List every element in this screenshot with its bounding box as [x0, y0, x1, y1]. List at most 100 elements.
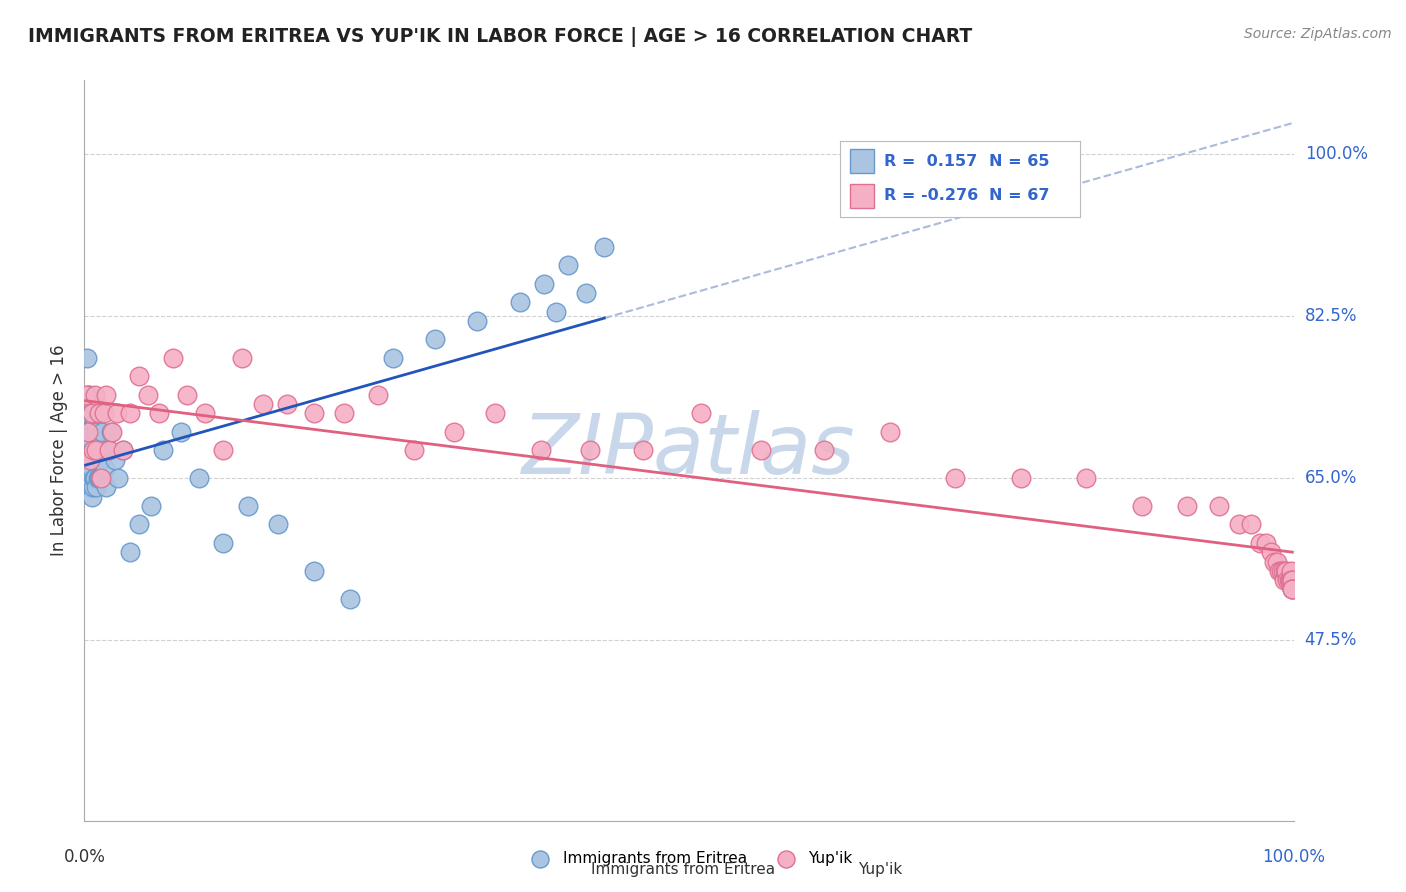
- Point: [631, 443, 654, 458]
- Point: [120, 407, 142, 421]
- Point: [1227, 517, 1250, 532]
- Text: Immigrants from Eritrea: Immigrants from Eritrea: [591, 863, 775, 877]
- Point: [943, 471, 966, 485]
- Point: [1281, 582, 1303, 597]
- Point: [381, 351, 404, 365]
- Text: R = -0.276: R = -0.276: [883, 188, 977, 203]
- Point: [89, 471, 111, 485]
- Point: [94, 462, 117, 476]
- Text: 82.5%: 82.5%: [1305, 307, 1357, 326]
- Point: [1260, 545, 1282, 559]
- Point: [267, 517, 290, 532]
- Point: [1263, 554, 1285, 569]
- Point: [80, 462, 103, 476]
- Point: [333, 407, 356, 421]
- Point: [107, 471, 129, 485]
- Point: [1208, 499, 1230, 513]
- Point: [1278, 573, 1301, 587]
- Point: [188, 471, 211, 485]
- Point: [84, 388, 107, 402]
- Point: [77, 388, 100, 402]
- Point: [1175, 499, 1198, 513]
- Point: [97, 443, 120, 458]
- Point: [82, 443, 104, 458]
- Point: [1278, 573, 1301, 587]
- Point: [1132, 499, 1154, 513]
- Point: [212, 536, 235, 550]
- Point: [89, 443, 111, 458]
- Point: [77, 425, 100, 439]
- Point: [75, 388, 97, 402]
- Point: [544, 304, 567, 318]
- Point: [90, 471, 112, 485]
- Text: 100.0%: 100.0%: [1263, 848, 1324, 866]
- Point: [79, 452, 101, 467]
- Point: [80, 407, 103, 421]
- Text: N = 67: N = 67: [988, 188, 1049, 203]
- Point: [1268, 564, 1291, 578]
- Point: [1270, 564, 1292, 578]
- Point: [82, 452, 104, 467]
- Point: [557, 259, 579, 273]
- Point: [690, 407, 713, 421]
- Point: [1279, 573, 1302, 587]
- Bar: [851, 149, 875, 173]
- Point: [87, 407, 110, 421]
- Bar: [851, 184, 875, 208]
- Point: [1281, 573, 1303, 587]
- Point: [339, 591, 361, 606]
- Point: [367, 388, 389, 402]
- Point: [162, 351, 184, 365]
- Text: Yup'ik: Yup'ik: [858, 863, 901, 877]
- Point: [86, 425, 108, 439]
- Point: [86, 481, 108, 495]
- Point: [94, 481, 117, 495]
- Point: [423, 332, 446, 346]
- Point: [112, 443, 135, 458]
- Point: [87, 443, 110, 458]
- Point: [77, 462, 100, 476]
- Point: [751, 443, 773, 458]
- Point: [84, 443, 107, 458]
- Point: [80, 490, 103, 504]
- Point: [79, 397, 101, 411]
- Point: [194, 407, 217, 421]
- Point: [252, 397, 274, 411]
- Point: [128, 369, 150, 384]
- Point: [1272, 573, 1295, 587]
- Point: [76, 351, 98, 365]
- Point: [76, 407, 98, 421]
- Point: [120, 545, 142, 559]
- Point: [138, 388, 160, 402]
- Text: 47.5%: 47.5%: [1305, 632, 1357, 649]
- Point: [139, 499, 162, 513]
- Point: [86, 443, 108, 458]
- Point: [593, 240, 616, 254]
- Point: [105, 407, 128, 421]
- Text: IMMIGRANTS FROM ERITREA VS YUP'IK IN LABOR FORCE | AGE > 16 CORRELATION CHART: IMMIGRANTS FROM ERITREA VS YUP'IK IN LAB…: [28, 27, 973, 46]
- Point: [94, 388, 117, 402]
- Point: [93, 443, 115, 458]
- Point: [83, 471, 105, 485]
- Point: [87, 471, 110, 485]
- Point: [302, 407, 325, 421]
- Text: R =  0.157: R = 0.157: [883, 153, 977, 169]
- Point: [467, 314, 489, 328]
- Point: [1249, 536, 1271, 550]
- Point: [231, 351, 253, 365]
- Point: [148, 407, 170, 421]
- Point: [104, 452, 127, 467]
- Point: [86, 471, 108, 485]
- Point: [1275, 564, 1298, 578]
- Point: [86, 452, 108, 467]
- Text: N = 65: N = 65: [988, 153, 1049, 169]
- Point: [170, 425, 193, 439]
- Point: [79, 452, 101, 467]
- Point: [176, 388, 198, 402]
- Point: [813, 443, 835, 458]
- Text: Source: ZipAtlas.com: Source: ZipAtlas.com: [1244, 27, 1392, 41]
- Point: [1254, 536, 1277, 550]
- Point: [236, 499, 259, 513]
- Point: [112, 443, 135, 458]
- Point: [276, 397, 298, 411]
